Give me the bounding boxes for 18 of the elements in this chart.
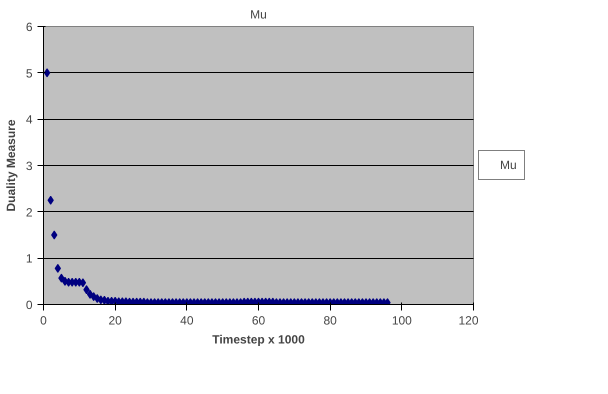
x-tick-label: 100 <box>392 314 412 328</box>
x-axis-title: Timestep x 1000 <box>212 332 306 346</box>
x-tick-label: 60 <box>252 314 266 328</box>
y-tick-label: 4 <box>26 112 33 127</box>
y-tick-label: 0 <box>26 298 33 312</box>
y-tick-label: 6 <box>26 20 33 34</box>
x-tick-label: 120 <box>458 314 479 328</box>
y-tick-label: 5 <box>26 66 33 80</box>
x-tick-label: 0 <box>40 314 48 328</box>
x-tick-label: 20 <box>108 314 122 328</box>
text: Mu <box>500 158 518 172</box>
chart-title: Mu <box>250 8 267 22</box>
y-tick-label: 1 <box>26 252 33 266</box>
y-tick-label: 2 <box>26 205 33 220</box>
y-tick-label: 3 <box>26 159 33 173</box>
y-axis-title: Duality Measure <box>4 119 18 212</box>
x-tick-label: 80 <box>323 314 338 328</box>
x-tick-label: 40 <box>180 314 194 328</box>
